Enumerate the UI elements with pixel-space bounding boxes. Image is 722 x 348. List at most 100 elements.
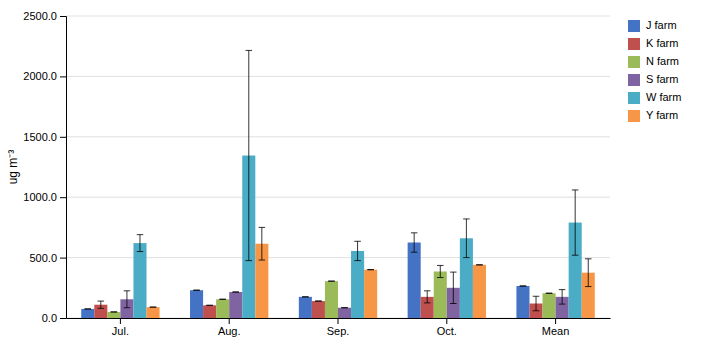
tick: Oct. xyxy=(437,318,457,337)
error-bars xyxy=(137,50,579,260)
error-bar xyxy=(232,292,239,293)
legend-label: K farm xyxy=(646,37,678,49)
marks xyxy=(81,50,595,318)
bar xyxy=(516,286,529,318)
bar xyxy=(364,270,377,318)
grid-line xyxy=(66,257,610,258)
tick: Sep. xyxy=(327,318,350,337)
error-bar xyxy=(206,305,213,306)
bar xyxy=(107,312,120,318)
error-bar xyxy=(111,311,118,312)
series xyxy=(107,271,555,318)
error-bar xyxy=(424,291,431,303)
legend-label: N farm xyxy=(646,55,679,67)
tick-label: 0.0 xyxy=(42,312,57,324)
error-bar xyxy=(137,235,144,252)
tick-label: 2000.0 xyxy=(23,70,57,82)
legend-item: J farm xyxy=(628,19,677,32)
tick: Mean xyxy=(542,318,570,337)
bar xyxy=(408,243,421,319)
error-bars xyxy=(84,233,526,309)
error-bar xyxy=(533,296,540,310)
legend-label: Y farm xyxy=(646,109,678,121)
bar xyxy=(434,271,447,318)
error-bar xyxy=(302,296,309,297)
tick-mark xyxy=(60,318,66,319)
error-bars xyxy=(124,272,566,308)
error-bar xyxy=(476,264,483,265)
legend-swatch xyxy=(628,92,640,104)
tick: 1500.0 xyxy=(23,131,66,143)
error-bar xyxy=(520,285,527,286)
tick: 500.0 xyxy=(29,252,66,264)
bar xyxy=(325,281,338,318)
grid-line xyxy=(66,76,610,77)
error-bar xyxy=(150,307,157,308)
error-bar xyxy=(193,290,200,291)
tick: Aug. xyxy=(218,318,241,337)
tick-label: 1500.0 xyxy=(23,131,57,143)
tick-label: 2500.0 xyxy=(23,10,57,22)
bar xyxy=(543,293,556,318)
tick-label: Mean xyxy=(542,325,570,337)
error-bar xyxy=(219,299,226,300)
tick-label: Jul. xyxy=(112,325,129,337)
bar xyxy=(133,243,146,318)
error-bar xyxy=(572,190,579,255)
grid xyxy=(66,16,610,318)
tick: 0.0 xyxy=(42,312,66,324)
tick-mark xyxy=(60,258,66,259)
error-bars xyxy=(111,265,553,312)
legend-label: J farm xyxy=(646,19,677,31)
tick-mark xyxy=(60,16,66,17)
error-bar xyxy=(98,301,105,308)
legend-swatch xyxy=(628,110,640,122)
tick: 2500.0 xyxy=(23,10,66,22)
y-axis: 0.0 500.0 1000.0 1500.0 2000.0 2500.0 xyxy=(23,10,66,324)
tick: Jul. xyxy=(112,318,129,337)
error-bar xyxy=(437,265,444,277)
axis-line xyxy=(60,17,67,319)
error-bar xyxy=(411,233,418,252)
bar xyxy=(216,299,229,318)
y-axis-title: ug m⁻³ xyxy=(6,150,20,185)
tick-mark xyxy=(229,318,230,324)
grid-line xyxy=(66,136,610,137)
error-bar xyxy=(328,281,335,282)
legend-item: Y farm xyxy=(628,109,678,122)
tick-label: 1000.0 xyxy=(23,191,57,203)
series xyxy=(147,244,595,318)
series xyxy=(120,288,568,318)
legend-swatch xyxy=(628,56,640,68)
bar xyxy=(299,297,312,318)
error-bar xyxy=(463,219,470,258)
legend-item: S farm xyxy=(628,73,678,86)
tick-mark xyxy=(446,318,447,324)
legend-label: S farm xyxy=(646,73,678,85)
error-bar xyxy=(341,307,348,308)
tick-mark xyxy=(120,318,121,324)
error-bar xyxy=(84,308,91,309)
bar xyxy=(81,309,94,318)
tick-mark xyxy=(60,137,66,138)
tick-mark xyxy=(60,197,66,198)
grid-line xyxy=(66,16,610,17)
error-bar xyxy=(546,293,553,294)
chart: Jul. Aug. Sep. Oct. Mean 0.0 500.0 1000.0 1500.0… xyxy=(0,0,722,348)
bar xyxy=(473,265,486,318)
error-bar xyxy=(559,290,566,304)
bar xyxy=(312,301,325,318)
tick: 1000.0 xyxy=(23,191,66,203)
series xyxy=(133,156,581,318)
grid-line xyxy=(66,197,610,198)
legend-swatch xyxy=(628,20,640,32)
error-bar xyxy=(367,269,374,270)
plot: Jul. Aug. Sep. Oct. Mean 0.0 500.0 1000.0 1500.0… xyxy=(23,10,610,337)
error-bar xyxy=(246,50,253,260)
error-bar xyxy=(354,241,361,260)
tick-mark xyxy=(60,76,66,77)
bar xyxy=(203,305,216,318)
tick-label: Sep. xyxy=(327,325,350,337)
error-bar xyxy=(585,259,592,287)
tick-mark xyxy=(338,318,339,324)
